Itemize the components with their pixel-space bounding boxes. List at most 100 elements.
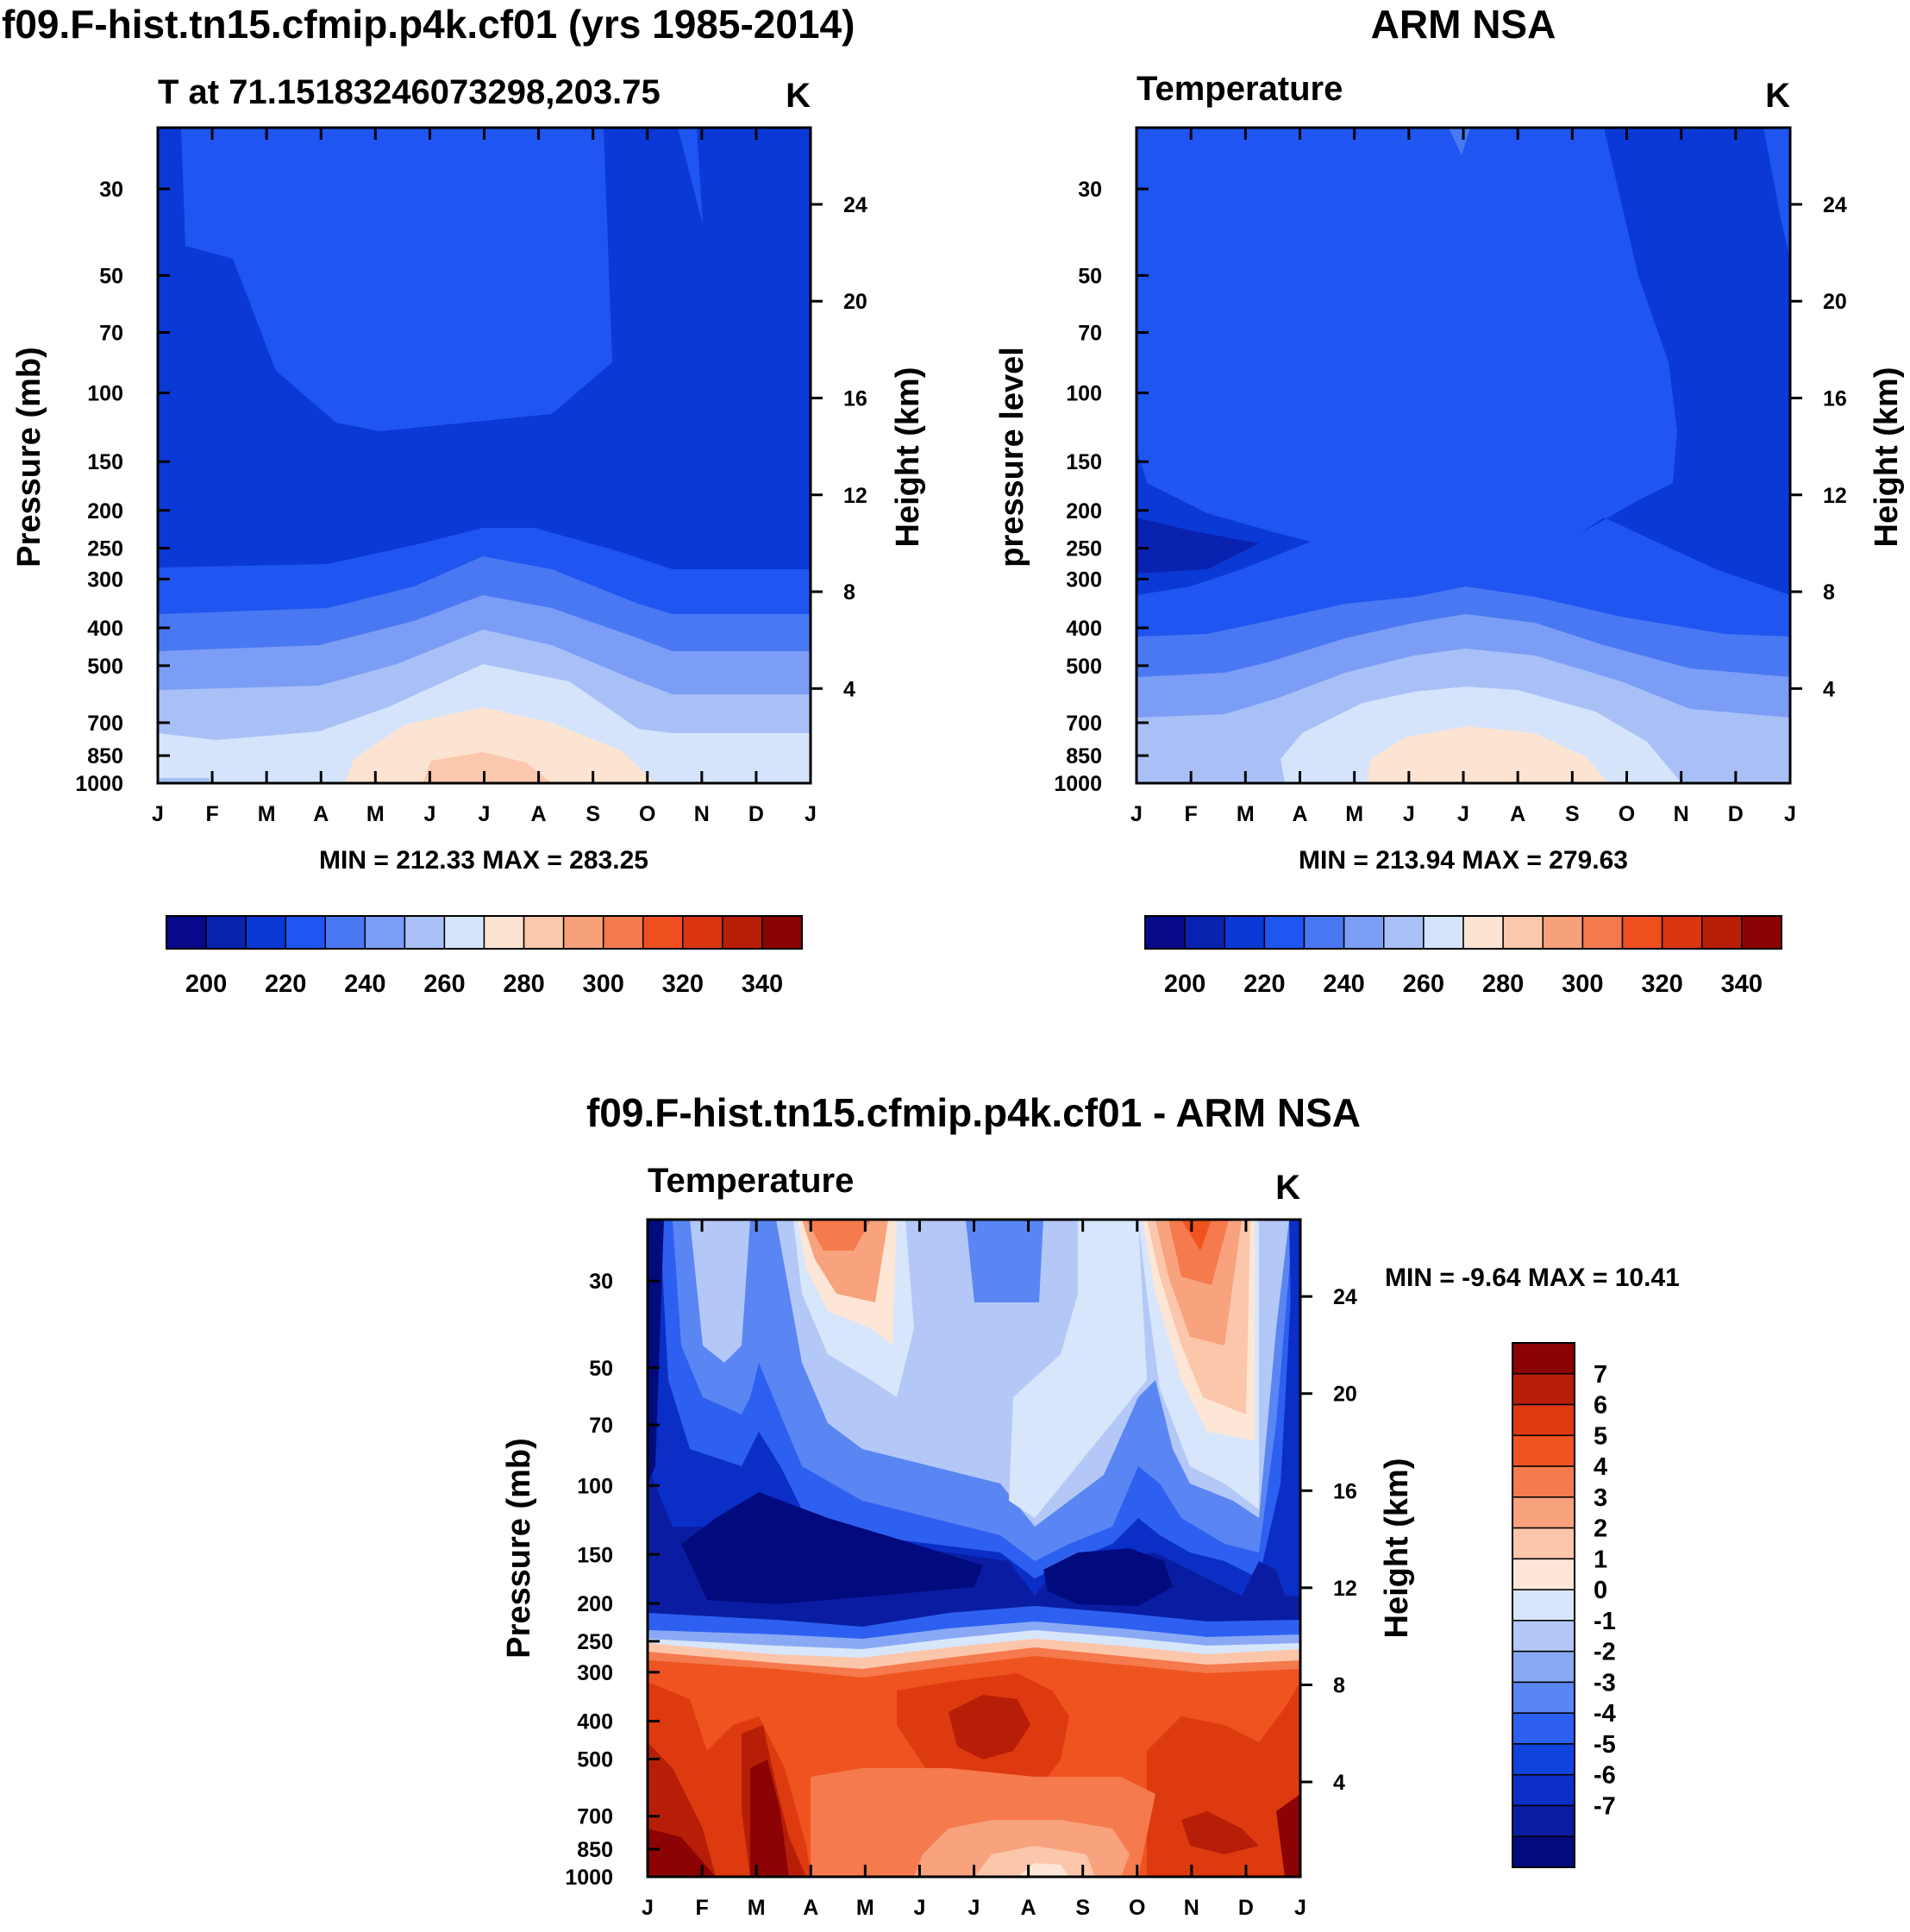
height-tick-label: 12 (1823, 484, 1847, 508)
y-axis-ticks: 30 50 70 100 150 200 250 300 400 500 700 850 1000 (1054, 178, 1149, 796)
y-tick-label: 100 (577, 1474, 613, 1498)
colorbar: 200 220 240 260 280 300 320 340 (166, 915, 803, 998)
colorbar-swatch (1512, 1527, 1575, 1560)
colorbar-label: -4 (1594, 1700, 1616, 1728)
contour-band (345, 707, 655, 783)
panel-model-title: f09.F-hist.tn15.cfmip.p4k.cf01 (yrs 1985… (2, 2, 855, 47)
contour-band (1449, 128, 1470, 155)
colorbar-swatch (761, 915, 803, 950)
contour-band (1018, 1863, 1069, 1877)
colorbar-label: 300 (582, 970, 623, 998)
x-tick-label: J (152, 802, 164, 826)
colorbar-label: 6 (1594, 1392, 1607, 1420)
y-tick-label: 300 (577, 1661, 613, 1685)
contour-band (1043, 1548, 1173, 1606)
colorbar-swatch (682, 915, 723, 950)
x-tick-label: O (1129, 1896, 1145, 1920)
colorbar-swatch (1512, 1434, 1575, 1467)
colorbar-swatch (562, 915, 604, 950)
colorbar-swatch (1144, 915, 1186, 950)
colorbar-swatch (1512, 1373, 1575, 1406)
y-tick-label: 150 (577, 1543, 613, 1567)
x-tick-label: A (803, 1896, 818, 1920)
colorbar-swatch (205, 915, 247, 950)
y-tick-label: 400 (87, 617, 123, 641)
height-tick-label: 4 (1333, 1771, 1345, 1795)
colorbar-label: 3 (1594, 1484, 1607, 1512)
contour-band (1137, 518, 1259, 574)
colorbar-swatch (523, 915, 565, 950)
colorbar-swatch (1621, 915, 1663, 950)
panel-obs-title: ARM NSA (1371, 2, 1556, 47)
colorbar-label: -6 (1594, 1762, 1616, 1790)
min-max-readout: MIN = 212.33 MAX = 283.25 (319, 846, 648, 875)
height-tick-label: 20 (1333, 1383, 1357, 1407)
height-tick-label: 24 (1823, 193, 1847, 217)
colorbar-label: 0 (1594, 1577, 1607, 1604)
y-tick-label: 250 (577, 1630, 613, 1654)
panel-diff-title: f09.F-hist.tn15.cfmip.p4k.cf01 - ARM NSA (586, 1090, 1361, 1135)
height-tick-label: 16 (1333, 1479, 1357, 1503)
x-tick-label: J (1457, 802, 1469, 826)
height-tick-label: 20 (1823, 290, 1847, 314)
x-tick-label: A (1021, 1896, 1036, 1920)
x-tick-label: A (1510, 802, 1525, 826)
colorbar-swatch (443, 915, 485, 950)
x-tick-label: J (913, 1896, 925, 1920)
contour-band (1181, 1220, 1212, 1251)
panel-model-left-string: T at 71.15183246073298,203.75 (158, 73, 661, 111)
panel-diff-units: K (1275, 1169, 1300, 1207)
colorbar-swatch (1512, 1650, 1575, 1684)
panel-obs-units: K (1765, 77, 1790, 115)
x-tick-label: J (1403, 802, 1415, 826)
y-tick-label: 200 (577, 1592, 613, 1616)
x-tick-label: M (366, 802, 385, 826)
y-tick-label: 100 (87, 382, 123, 406)
x-tick-label: S (1565, 802, 1580, 826)
colorbar-swatch (1303, 915, 1345, 950)
y-tick-label: 70 (99, 321, 123, 345)
x-tick-label: O (639, 802, 655, 826)
colorbar-swatch (1512, 1558, 1575, 1590)
colorbar-swatch (166, 915, 207, 950)
x-tick-label: D (1238, 1896, 1254, 1920)
height-tick-label: 24 (1333, 1285, 1357, 1309)
colorbar: 7 65 4 3 2 1 0 -1 -2 -3 -4 -5 -6-7 (1512, 1342, 1616, 1868)
x-tick-label: A (531, 802, 547, 826)
contour-band (966, 1220, 1043, 1302)
contour-band (678, 128, 703, 224)
colorbar-label: 280 (503, 970, 544, 998)
y-axis-ticks: 30 50 70 100 150 200 250 300 400 500 700 850 1000 (565, 1270, 660, 1890)
x-tick-label: N (1674, 802, 1689, 826)
y-tick-label: 30 (589, 1270, 613, 1294)
y-tick-label: 850 (577, 1838, 613, 1862)
contour-band (181, 128, 612, 431)
y-axis-right-label: Height (km) (890, 367, 926, 548)
x-tick-label: F (1185, 802, 1198, 826)
y-tick-label: 850 (1066, 744, 1102, 768)
y-tick-label: 700 (1066, 712, 1102, 736)
colorbar-label: 280 (1482, 970, 1524, 998)
y-tick-label: 70 (589, 1414, 613, 1438)
x-tick-label: M (1237, 802, 1255, 826)
contour-band (648, 1220, 664, 1484)
colorbar-swatch (1512, 1465, 1575, 1498)
x-tick-label: S (586, 802, 600, 826)
colorbar-swatch (1542, 915, 1584, 950)
colorbar-swatch (1263, 915, 1306, 950)
colorbar-label: -1 (1594, 1608, 1616, 1635)
y-tick-label: 500 (577, 1747, 613, 1772)
colorbar-swatch (1581, 915, 1624, 950)
x-tick-label: D (748, 802, 764, 826)
colorbar-swatch (602, 915, 644, 950)
y-tick-label: 1000 (1054, 772, 1102, 796)
y-tick-label: 400 (577, 1709, 613, 1734)
x-tick-label: A (1292, 802, 1307, 826)
colorbar-label: 240 (1323, 970, 1364, 998)
height-tick-label: 24 (843, 193, 867, 217)
y-tick-label: 500 (1066, 655, 1102, 679)
colorbar-label: 340 (1721, 970, 1763, 998)
